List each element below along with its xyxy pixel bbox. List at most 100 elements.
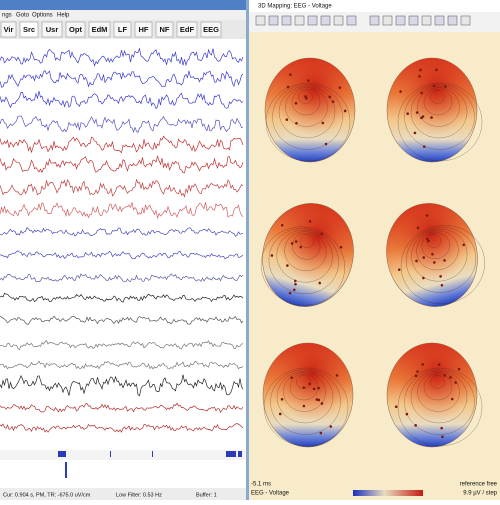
- electrode: [437, 363, 441, 366]
- electrode: [425, 214, 429, 217]
- electrode: [457, 367, 461, 371]
- button-label: Vir: [4, 25, 14, 34]
- electrode: [432, 84, 436, 88]
- menu-item[interactable]: ngs: [2, 13, 12, 19]
- electrode: [416, 226, 420, 230]
- contour: [404, 369, 475, 435]
- electrode: [329, 425, 333, 428]
- electrode: [328, 95, 332, 99]
- electrode: [422, 256, 426, 259]
- tool-icon[interactable]: [395, 15, 406, 26]
- toolbar-button[interactable]: Usr: [41, 21, 63, 38]
- electrode: [292, 288, 296, 292]
- contour: [421, 232, 450, 259]
- button-face: [88, 21, 111, 38]
- head-map: [262, 342, 354, 448]
- contour: [285, 87, 328, 127]
- tool-icon[interactable]: [294, 15, 305, 26]
- electrode: [406, 112, 409, 115]
- toolbar-button[interactable]: LF: [113, 21, 132, 38]
- left-window: [0, 0, 246, 500]
- menu-bar: [0, 10, 246, 20]
- button-label: EEG: [203, 25, 219, 34]
- toolbar-button[interactable]: HF: [134, 21, 153, 38]
- tool-icon[interactable]: [369, 15, 380, 26]
- head-hotspot: [387, 58, 477, 162]
- toolbar-button[interactable]: Opt: [65, 21, 86, 38]
- button-label: Src: [23, 25, 35, 34]
- electrode: [440, 426, 443, 430]
- eeg-trace: [0, 135, 244, 154]
- tool-icon[interactable]: [255, 15, 266, 26]
- head-map: [260, 203, 354, 307]
- contour: [430, 375, 445, 389]
- tool-icon[interactable]: [447, 15, 458, 26]
- tool-icon[interactable]: [421, 15, 432, 26]
- contour: [423, 373, 453, 401]
- tool-icon[interactable]: [346, 15, 357, 26]
- event-marker: [64, 451, 66, 457]
- contour: [283, 372, 326, 412]
- contour: [397, 82, 483, 162]
- electrode: [294, 240, 298, 243]
- contour: [284, 231, 327, 271]
- head-map: [264, 57, 356, 163]
- electrode: [305, 97, 308, 100]
- menu-item[interactable]: Options: [32, 13, 53, 19]
- toolbar-button[interactable]: EdF: [176, 21, 198, 38]
- tool-icon[interactable]: [434, 15, 445, 26]
- button-face: [134, 21, 153, 38]
- contour: [430, 90, 445, 104]
- electrode: [439, 275, 442, 278]
- tool-icon[interactable]: [268, 15, 279, 26]
- electrode: [418, 75, 421, 78]
- toolbar-button[interactable]: EdM: [88, 21, 111, 38]
- electrode: [405, 412, 409, 416]
- tool-icon[interactable]: [320, 15, 331, 26]
- electrode: [454, 381, 457, 384]
- eeg-trace: [0, 402, 244, 414]
- electrode: [462, 243, 465, 247]
- electrode: [320, 402, 324, 405]
- contour: [423, 88, 453, 116]
- eeg-trace: [0, 178, 244, 198]
- menu-item[interactable]: Help: [57, 13, 70, 19]
- electrode: [321, 121, 325, 125]
- tool-icon[interactable]: [408, 15, 419, 26]
- tool-icon[interactable]: [281, 15, 292, 26]
- electrode: [443, 259, 446, 262]
- button-label: Opt: [69, 25, 82, 34]
- toolbar-button[interactable]: NF: [155, 21, 174, 38]
- event-marker: [58, 451, 66, 457]
- tool-icon[interactable]: [460, 15, 471, 26]
- contour: [298, 90, 313, 104]
- electrode: [290, 376, 293, 379]
- event-marker: [152, 451, 153, 457]
- contour: [411, 228, 468, 282]
- eeg-trace: [0, 227, 244, 237]
- tool-icon[interactable]: [333, 15, 344, 26]
- electrode: [286, 264, 289, 267]
- time-label: -5.1 ms: [251, 482, 271, 488]
- toolbar-button[interactable]: Src: [19, 21, 39, 38]
- electrode: [397, 268, 401, 272]
- toolbar-button[interactable]: Vir: [0, 21, 17, 38]
- status-bar: [0, 488, 246, 500]
- menu-item[interactable]: Goto: [16, 13, 30, 19]
- electrode: [285, 118, 289, 121]
- eeg-trace: [0, 340, 244, 351]
- electrode: [331, 100, 335, 103]
- tool-icon[interactable]: [382, 15, 393, 26]
- electrode: [270, 254, 274, 257]
- contour: [291, 88, 321, 116]
- info-bar: [249, 478, 500, 500]
- contour: [397, 367, 483, 447]
- button-label: Usr: [46, 25, 59, 34]
- electrode: [295, 121, 298, 125]
- tool-icon[interactable]: [307, 15, 318, 26]
- contour: [268, 228, 339, 294]
- head-hotspot: [263, 343, 353, 447]
- contour: [278, 85, 336, 139]
- electrode: [450, 397, 454, 401]
- toolbar-button[interactable]: EEG: [200, 21, 222, 38]
